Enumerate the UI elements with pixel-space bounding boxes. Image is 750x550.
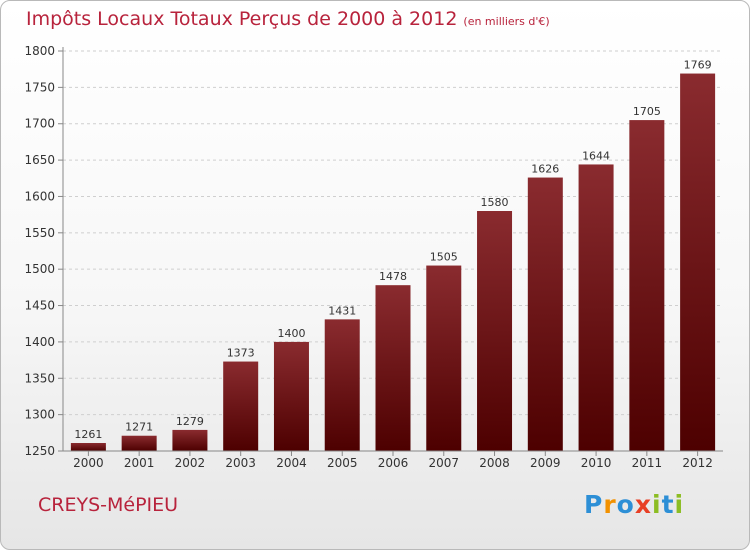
y-tick-label: 1300 <box>24 408 55 422</box>
x-tick-label: 2012 <box>682 456 713 470</box>
data-label: 1705 <box>633 105 661 118</box>
bar-2009 <box>527 177 563 451</box>
data-label: 1644 <box>582 149 610 162</box>
logo-letter: t <box>661 490 675 519</box>
data-label: 1505 <box>430 251 458 264</box>
x-tick-label: 2007 <box>428 456 459 470</box>
logo-letter: x <box>634 490 652 519</box>
data-label: 1626 <box>531 163 559 176</box>
y-tick-label: 1500 <box>24 262 55 276</box>
data-label: 1769 <box>684 59 712 72</box>
chart-title-unit: (en milliers d'€) <box>463 15 550 28</box>
y-tick-label: 1350 <box>24 371 55 385</box>
x-tick-label: 2000 <box>73 456 104 470</box>
y-tick-label: 1800 <box>24 44 55 58</box>
y-axis: 1250 1300 1350 1400 1450 1500 1550 1600 1650 1700… <box>24 44 64 458</box>
place-name: CREYS-MéPIEU <box>38 494 179 516</box>
chart-title-text: Impôts Locaux Totaux Perçus de 2000 à 20… <box>26 8 458 30</box>
y-tick-label: 1400 <box>24 335 55 349</box>
proxiti-logo[interactable]: Proxiti <box>584 490 684 519</box>
y-tick-label: 1750 <box>24 80 55 94</box>
chart-title: Impôts Locaux Totaux Perçus de 2000 à 20… <box>26 8 550 30</box>
x-tick-label: 2003 <box>225 456 256 470</box>
y-tick-label: 1700 <box>24 117 55 131</box>
x-tick-label: 2011 <box>632 456 663 470</box>
bar-2003 <box>223 361 259 451</box>
data-label: 1279 <box>176 415 204 428</box>
y-tick-label: 1250 <box>24 444 55 458</box>
bar-2002 <box>172 429 208 451</box>
data-label: 1373 <box>227 347 255 360</box>
data-label: 1580 <box>481 196 509 209</box>
bars: 1261 1271 1279 1373 1400 1431 1478 1505 1580 1626… <box>70 59 716 452</box>
bar-2011 <box>629 120 665 451</box>
bar-2004 <box>273 341 309 451</box>
bar-2012 <box>680 73 716 451</box>
y-tick-label: 1600 <box>24 189 55 203</box>
logo-letter: r <box>603 490 617 519</box>
logo-letter: i <box>674 490 685 519</box>
bar-2008 <box>477 211 513 451</box>
x-tick-label: 2004 <box>276 456 307 470</box>
y-tick-label: 1450 <box>24 299 55 313</box>
data-label: 1271 <box>125 421 153 434</box>
data-label: 1431 <box>328 304 356 317</box>
data-label: 1478 <box>379 270 407 283</box>
x-tick-label: 2001 <box>124 456 155 470</box>
y-tick-label: 1650 <box>24 153 55 167</box>
bar-2007 <box>426 265 462 451</box>
logo-letter: i <box>652 490 662 519</box>
x-tick-label: 2005 <box>327 456 358 470</box>
x-tick-label: 2009 <box>530 456 561 470</box>
logo-letter: P <box>584 490 604 519</box>
x-tick-label: 2002 <box>175 456 206 470</box>
data-label: 1261 <box>74 428 102 441</box>
bar-2001 <box>121 435 157 451</box>
bar-2006 <box>375 285 411 451</box>
bar-2005 <box>324 319 360 451</box>
bar-2010 <box>578 164 614 452</box>
data-label: 1400 <box>277 327 305 340</box>
logo-letter: o <box>616 490 635 519</box>
bar-2000 <box>70 443 106 451</box>
x-axis: 2000 2001 2002 2003 2004 2005 2006 2007 2008 2009… <box>63 450 723 470</box>
x-tick-label: 2010 <box>581 456 612 470</box>
x-tick-label: 2008 <box>479 456 510 470</box>
x-tick-label: 2006 <box>378 456 409 470</box>
y-tick-label: 1550 <box>24 226 55 240</box>
